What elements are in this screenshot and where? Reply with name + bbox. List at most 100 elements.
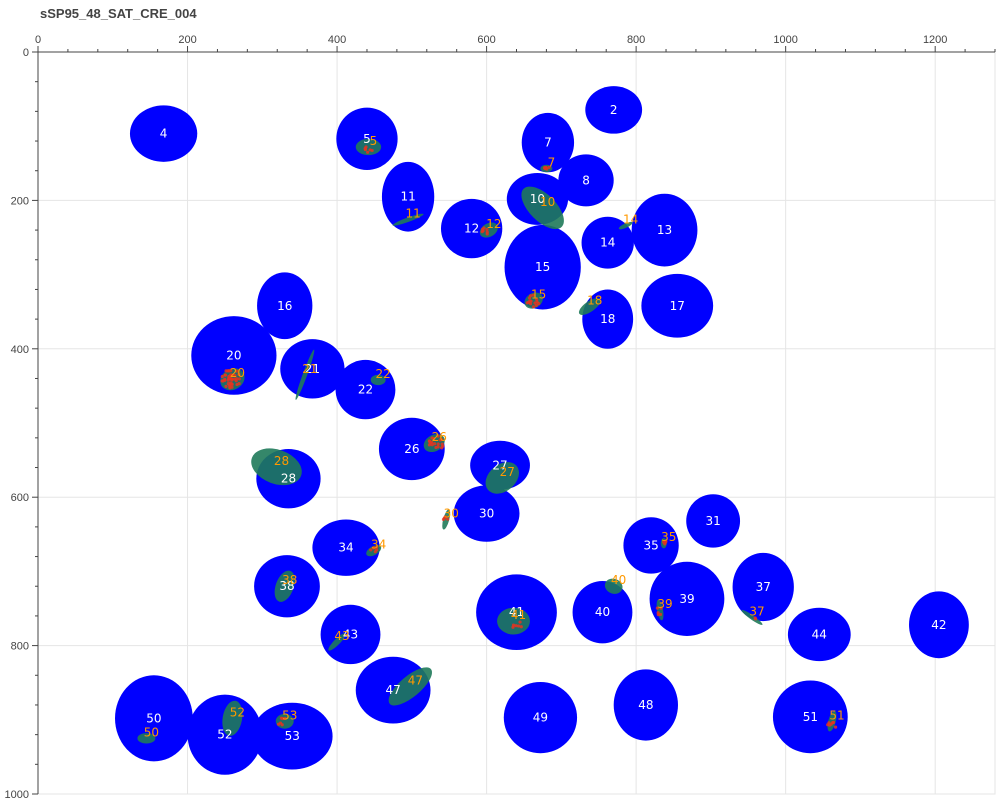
region-label-2: 2 [610, 103, 618, 117]
point-cluster-4-point [237, 377, 241, 381]
region-ellipse-53 [251, 702, 333, 770]
detection-ellipse-50 [137, 733, 156, 744]
region-label-39: 39 [679, 592, 694, 606]
point-cluster-5-point [427, 439, 431, 443]
detection-label-21: 21 [302, 362, 317, 376]
point-cluster-5-point [438, 438, 442, 442]
region-ellipse-52 [187, 694, 263, 775]
axes: 0 200 400 600 800 1000 1200 0 200 400 600 800 1000 [5, 34, 996, 800]
x-tick-label: 400 [328, 34, 346, 46]
region-ellipse-7 [521, 112, 575, 173]
region-ellipse-17 [641, 273, 714, 338]
gridlines [37, 51, 996, 795]
point-cluster-3-point [535, 297, 539, 302]
detection-ellipse-28 [251, 448, 302, 486]
region-label-22: 22 [358, 383, 373, 397]
detection-ellipse-40 [604, 578, 623, 594]
point-cluster-9-point [656, 611, 660, 615]
region-ellipse-44 [787, 607, 851, 662]
detection-label-43: 43 [334, 629, 349, 643]
detection-ellipse-47 [388, 667, 433, 706]
detection-ellipse-5 [355, 138, 382, 156]
point-cluster-2-point [485, 227, 489, 232]
label-layer: 2 4 5 7 8 10 11 12 13 14 15 16 17 18 20 21 22 26 27 28 30 31 3… [144, 103, 947, 743]
point-cluster-10-point [516, 624, 521, 628]
region-ellipse-4 [129, 105, 198, 162]
detection-label-18: 18 [587, 294, 602, 308]
region-label-49: 49 [533, 711, 548, 725]
region-label-52: 52 [217, 728, 232, 742]
region-ellipse-31 [686, 494, 741, 548]
region-label-5: 5 [363, 132, 371, 146]
point-cluster-4-point [226, 378, 230, 382]
region-ellipse-37 [732, 552, 794, 622]
detection-ellipse-14 [618, 221, 633, 230]
region-label-21: 21 [305, 362, 320, 376]
detection-ellipse-22 [370, 374, 386, 386]
region-label-41: 41 [509, 605, 524, 619]
region-ellipse-2 [585, 86, 643, 134]
region-label-14: 14 [600, 236, 615, 250]
x-tick-label: 800 [627, 34, 645, 46]
point-cluster-4-point [229, 382, 234, 386]
region-ellipse-39 [649, 561, 725, 636]
point-cluster-5-point [436, 445, 440, 449]
point-cluster-0-point [363, 147, 368, 152]
region-ellipse-50 [115, 675, 193, 762]
region-ellipse-42 [909, 591, 969, 659]
point-cluster-11-point [833, 725, 838, 729]
region-ellipse-13 [631, 193, 698, 267]
point-cluster-7-point [372, 546, 376, 550]
region-label-11: 11 [400, 190, 415, 204]
point-cluster-4-point [230, 373, 234, 377]
region-label-4: 4 [160, 127, 168, 141]
region-ellipse-5 [336, 107, 398, 170]
region-ellipse-12 [440, 198, 503, 259]
point-cluster-8-point [663, 542, 667, 546]
region-ellipse-34 [312, 519, 380, 576]
y-tick-label: 400 [11, 344, 29, 356]
point-cluster-6-point [446, 517, 450, 521]
region-label-30: 30 [479, 507, 494, 521]
plot-frame [37, 51, 996, 795]
region-label-37: 37 [756, 580, 771, 594]
region-ellipse-51 [772, 680, 848, 754]
region-label-43: 43 [343, 627, 358, 641]
region-label-20: 20 [226, 348, 241, 362]
point-cluster-10-point [514, 624, 518, 628]
region-ellipse-16 [257, 272, 313, 340]
region-ellipse-22 [335, 359, 396, 420]
region-label-50: 50 [146, 711, 161, 725]
detection-ellipse-10 [521, 186, 564, 230]
region-label-12: 12 [464, 222, 479, 236]
detection-label-28: 28 [274, 454, 289, 468]
point-cluster-10-point [519, 625, 523, 629]
detection-label-30: 30 [444, 506, 459, 520]
y-tick-label: 200 [11, 195, 29, 207]
detection-label-41: 41 [511, 608, 526, 622]
point-cluster-3-point [525, 301, 529, 305]
point-cluster-3-point [534, 303, 538, 307]
detection-ellipse-43 [328, 633, 346, 651]
point-cluster-12-point [281, 716, 285, 721]
point-cluster-9-point [659, 606, 663, 610]
point-cluster-5-point [430, 436, 434, 440]
y-tick-label: 0 [23, 47, 29, 59]
x-tick-label: 200 [178, 34, 196, 46]
region-label-18: 18 [600, 312, 615, 326]
y-tick-label: 600 [11, 492, 29, 504]
point-cluster-13-point [753, 617, 758, 621]
detection-ellipse-52 [222, 700, 243, 736]
region-ellipse-30 [453, 485, 520, 542]
point-cluster-4-point [223, 373, 227, 377]
region-ellipse-15 [504, 224, 581, 310]
chart-title: sSP95_48_SAT_CRE_004 [40, 6, 197, 21]
point-cluster-0-point [364, 145, 368, 149]
detection-ellipse-18 [578, 298, 601, 315]
region-ellipse-26 [378, 417, 445, 481]
point-cluster-4-point [227, 369, 231, 373]
y-tick-label: 800 [11, 641, 29, 653]
detection-label-20: 20 [230, 366, 245, 380]
region-label-34: 34 [338, 541, 353, 555]
